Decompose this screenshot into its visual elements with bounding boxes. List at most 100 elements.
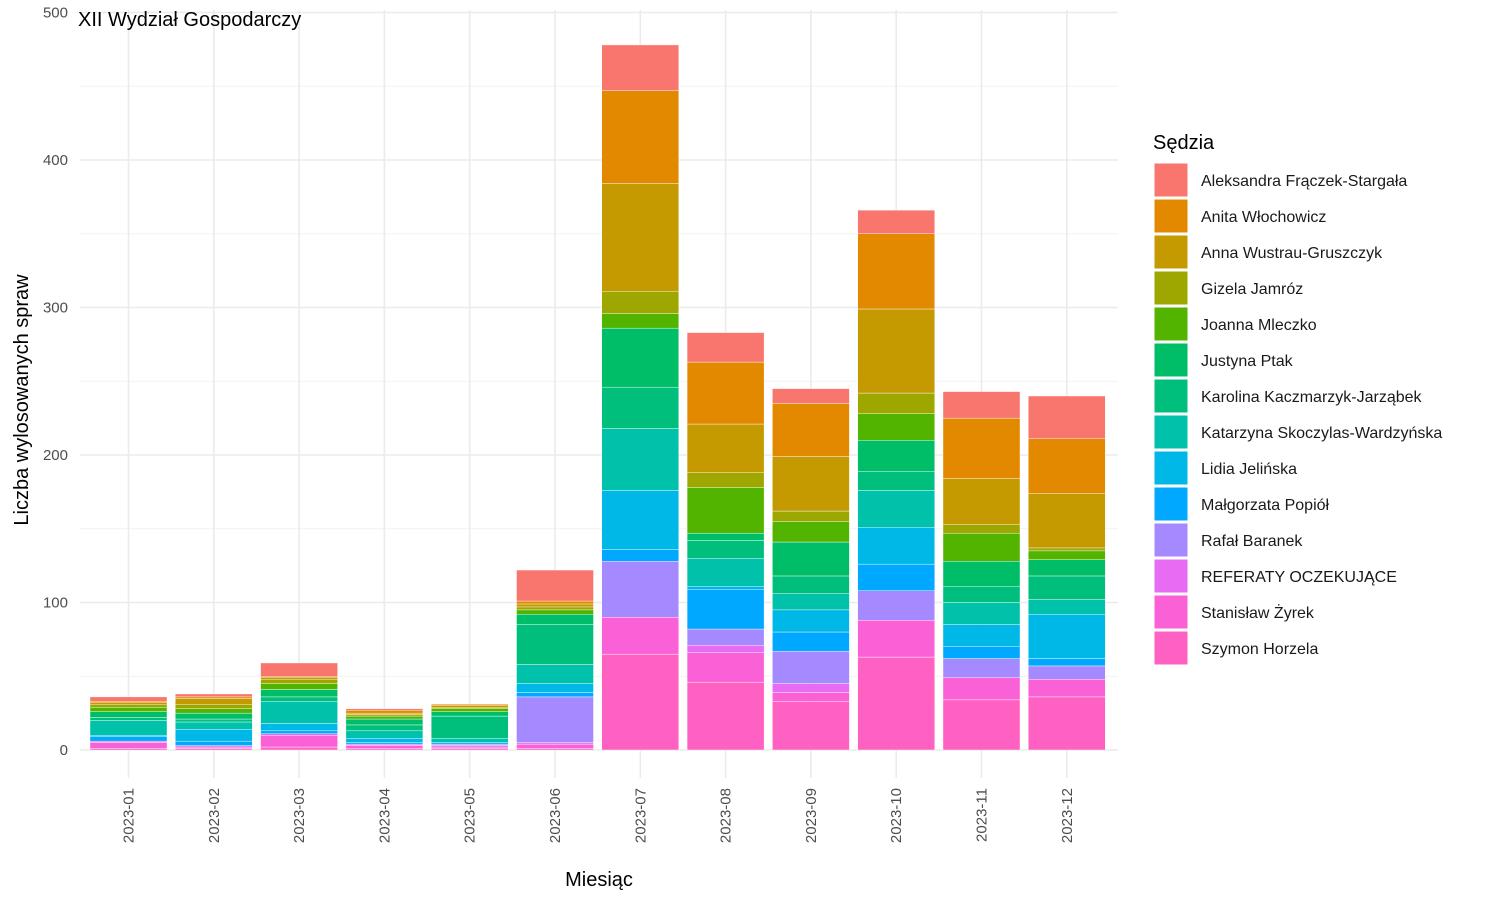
legend-swatch xyxy=(1153,198,1189,234)
bar-segment xyxy=(601,428,679,491)
bar-segment xyxy=(1028,599,1106,615)
bar-segment xyxy=(516,664,594,684)
bar-segment xyxy=(345,714,424,717)
legend-item: REFERATY OCZEKUJĄCE xyxy=(1153,558,1397,594)
legend-swatch xyxy=(1153,522,1189,558)
bar-segment xyxy=(857,413,935,441)
bar-segment xyxy=(772,631,850,652)
bar-segment xyxy=(601,327,679,388)
bar-segment xyxy=(431,704,509,706)
legend-title: Sędzia xyxy=(1153,132,1215,154)
legend-swatch xyxy=(1153,342,1189,378)
bar-segment xyxy=(89,742,168,749)
bar-segment xyxy=(686,487,765,534)
legend-swatch xyxy=(1153,486,1189,522)
bar-segment xyxy=(516,748,594,751)
chart-title: XII Wydział Gospodarczy xyxy=(78,9,301,31)
bar-segment xyxy=(1028,575,1106,600)
bar-segment xyxy=(686,558,765,587)
bar-segment xyxy=(175,708,253,714)
bar-segment xyxy=(345,709,424,714)
legend-swatch xyxy=(1153,594,1189,630)
bar-segment xyxy=(431,711,509,717)
bar-segment xyxy=(857,471,935,491)
bar-segment xyxy=(857,392,935,414)
bar-segment xyxy=(260,701,338,724)
x-tick-label: 2023-06 xyxy=(547,788,564,843)
bar-segment xyxy=(345,742,424,745)
bar-segment xyxy=(516,743,594,749)
bar-segment xyxy=(772,388,850,404)
bar-segment xyxy=(772,650,850,684)
legend-label: Anna Wustrau-Gruszczyk xyxy=(1201,245,1383,262)
bar-segment xyxy=(345,708,424,711)
bar-segment xyxy=(89,717,168,721)
bar-segment xyxy=(89,740,168,743)
bar-segment xyxy=(1028,550,1106,560)
x-tick-label: 2023-01 xyxy=(121,788,138,843)
legend-label: Anita Włochowicz xyxy=(1201,209,1326,226)
bar-segment xyxy=(686,652,765,683)
bar-segment xyxy=(345,724,424,732)
x-tick-labels: 2023-01 2023-02 2023-03 2023-04 2023-05 2023-… xyxy=(121,788,1076,843)
legend-label: REFERATY OCZEKUJĄCE xyxy=(1201,569,1397,586)
legend-swatch xyxy=(1153,162,1189,198)
bar-segment xyxy=(516,569,594,602)
bar-segment xyxy=(175,748,253,751)
bar-segment xyxy=(942,624,1021,647)
bar-segment xyxy=(772,510,850,522)
legend-item: Justyna Ptak xyxy=(1153,342,1294,378)
x-tick-label: 2023-03 xyxy=(291,788,308,843)
bar-segment xyxy=(601,490,679,550)
legend-item: Lidia Jelińska xyxy=(1153,450,1297,486)
legend-swatch xyxy=(1153,378,1189,414)
bar-segment xyxy=(1028,665,1106,680)
bar-segment xyxy=(431,708,509,712)
legend-item: Anita Włochowicz xyxy=(1153,198,1326,234)
bar-segment xyxy=(686,589,765,630)
legend-item: Stanisław Żyrek xyxy=(1153,594,1315,630)
bar-segment xyxy=(175,712,253,720)
legend-label: Gizela Jamróz xyxy=(1201,281,1303,298)
bar-segment xyxy=(431,715,509,739)
bar-segment xyxy=(175,698,253,705)
bar-segment xyxy=(345,743,424,746)
bar-segment xyxy=(942,417,1021,479)
y-tick-labels: 0 100 200 300 400 500 xyxy=(43,5,68,760)
bar-segment xyxy=(686,540,765,559)
bar-segment xyxy=(175,693,253,698)
legend-label: Justyna Ptak xyxy=(1201,353,1294,370)
bar-segment xyxy=(942,602,1021,625)
bar-segment xyxy=(942,532,1021,562)
legend-item: Szymon Horzela xyxy=(1153,630,1318,666)
x-tick-label: 2023-02 xyxy=(206,788,223,843)
legend-label: Karolina Kaczmarzyk-Jarząbek xyxy=(1201,389,1423,406)
bar-segment xyxy=(772,456,850,512)
bar-segment xyxy=(516,606,594,611)
bar-segment xyxy=(686,586,765,590)
bar-segment xyxy=(772,541,850,577)
bar-segment xyxy=(1028,493,1106,549)
bar-segment xyxy=(260,733,338,736)
legend-swatch xyxy=(1153,414,1189,450)
bar-segment xyxy=(942,677,1021,701)
bar-segment xyxy=(260,679,338,684)
bar-segment xyxy=(260,735,338,748)
legend-swatch xyxy=(1153,558,1189,594)
bar-segment xyxy=(857,527,935,565)
legend-items: Aleksandra Frączek-Stargała Anita Włochow… xyxy=(1153,162,1442,666)
bar-segment xyxy=(601,90,679,184)
bar-segment xyxy=(516,692,594,698)
bar-segment xyxy=(345,738,424,743)
bar-segment xyxy=(431,746,509,749)
x-tick-label: 2023-11 xyxy=(974,788,991,842)
bar-segment xyxy=(89,701,168,704)
legend-swatch xyxy=(1153,234,1189,270)
bar-segment xyxy=(89,702,168,705)
bar-segment xyxy=(686,532,765,541)
bar-segment xyxy=(175,746,253,749)
bar-segment xyxy=(175,704,253,709)
legend-item: Katarzyna Skoczylas-Wardzyńska xyxy=(1153,414,1442,450)
bar-segment xyxy=(1028,696,1106,751)
